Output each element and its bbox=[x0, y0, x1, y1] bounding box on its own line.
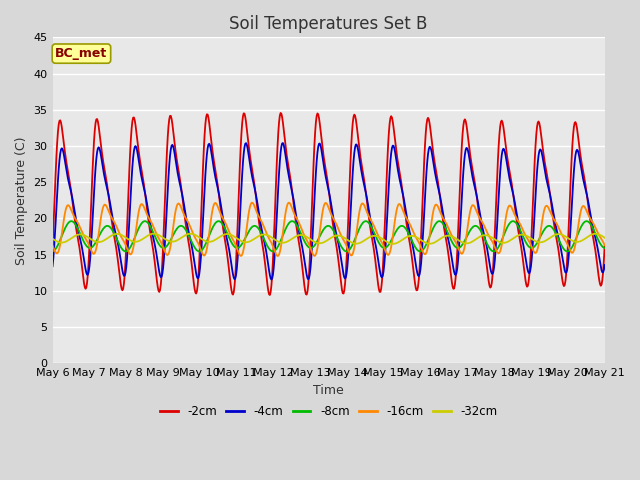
-2cm bbox=[172, 147, 179, 153]
-16cm bbox=[115, 230, 123, 236]
-4cm bbox=[601, 262, 609, 268]
-16cm bbox=[285, 200, 293, 205]
-16cm bbox=[601, 242, 609, 248]
-2cm bbox=[601, 243, 609, 249]
-16cm bbox=[49, 243, 56, 249]
Text: BC_met: BC_met bbox=[55, 47, 108, 60]
X-axis label: Time: Time bbox=[313, 384, 344, 397]
-16cm bbox=[413, 237, 421, 242]
Line: -2cm: -2cm bbox=[52, 113, 605, 295]
-2cm bbox=[201, 132, 209, 138]
Line: -16cm: -16cm bbox=[52, 203, 605, 256]
-32cm bbox=[601, 235, 609, 240]
-16cm bbox=[59, 226, 67, 232]
-32cm bbox=[413, 235, 421, 240]
-32cm bbox=[59, 240, 67, 245]
-8cm bbox=[269, 249, 276, 254]
-8cm bbox=[172, 228, 179, 234]
-2cm bbox=[413, 287, 421, 293]
-4cm bbox=[413, 270, 421, 276]
-8cm bbox=[397, 223, 405, 229]
-4cm bbox=[201, 186, 209, 192]
-2cm bbox=[59, 130, 67, 135]
-4cm bbox=[268, 276, 275, 282]
-32cm bbox=[172, 238, 180, 244]
Title: Soil Temperatures Set B: Soil Temperatures Set B bbox=[229, 15, 428, 33]
-32cm bbox=[389, 241, 397, 247]
-16cm bbox=[201, 252, 209, 258]
-16cm bbox=[172, 209, 179, 215]
-32cm bbox=[115, 231, 123, 237]
-8cm bbox=[288, 218, 296, 224]
-4cm bbox=[397, 183, 405, 189]
-8cm bbox=[115, 241, 123, 247]
-2cm bbox=[115, 270, 123, 276]
-4cm bbox=[172, 156, 179, 161]
-8cm bbox=[201, 243, 209, 249]
Line: -8cm: -8cm bbox=[52, 221, 605, 252]
-32cm bbox=[202, 238, 209, 244]
-4cm bbox=[279, 140, 287, 146]
Line: -32cm: -32cm bbox=[52, 234, 605, 244]
-32cm bbox=[397, 238, 405, 243]
-32cm bbox=[150, 231, 157, 237]
-32cm bbox=[49, 236, 56, 241]
-4cm bbox=[59, 146, 67, 152]
-2cm bbox=[397, 179, 405, 184]
-8cm bbox=[413, 247, 421, 253]
Y-axis label: Soil Temperature (C): Soil Temperature (C) bbox=[15, 136, 28, 264]
-8cm bbox=[59, 231, 67, 237]
-2cm bbox=[266, 292, 274, 298]
Line: -4cm: -4cm bbox=[52, 143, 605, 279]
-16cm bbox=[397, 203, 405, 209]
-4cm bbox=[115, 249, 123, 254]
-8cm bbox=[601, 245, 609, 251]
-16cm bbox=[274, 253, 282, 259]
-8cm bbox=[49, 249, 56, 254]
-4cm bbox=[49, 264, 56, 269]
-2cm bbox=[49, 244, 56, 250]
Legend: -2cm, -4cm, -8cm, -16cm, -32cm: -2cm, -4cm, -8cm, -16cm, -32cm bbox=[156, 400, 502, 423]
-2cm bbox=[276, 110, 284, 116]
